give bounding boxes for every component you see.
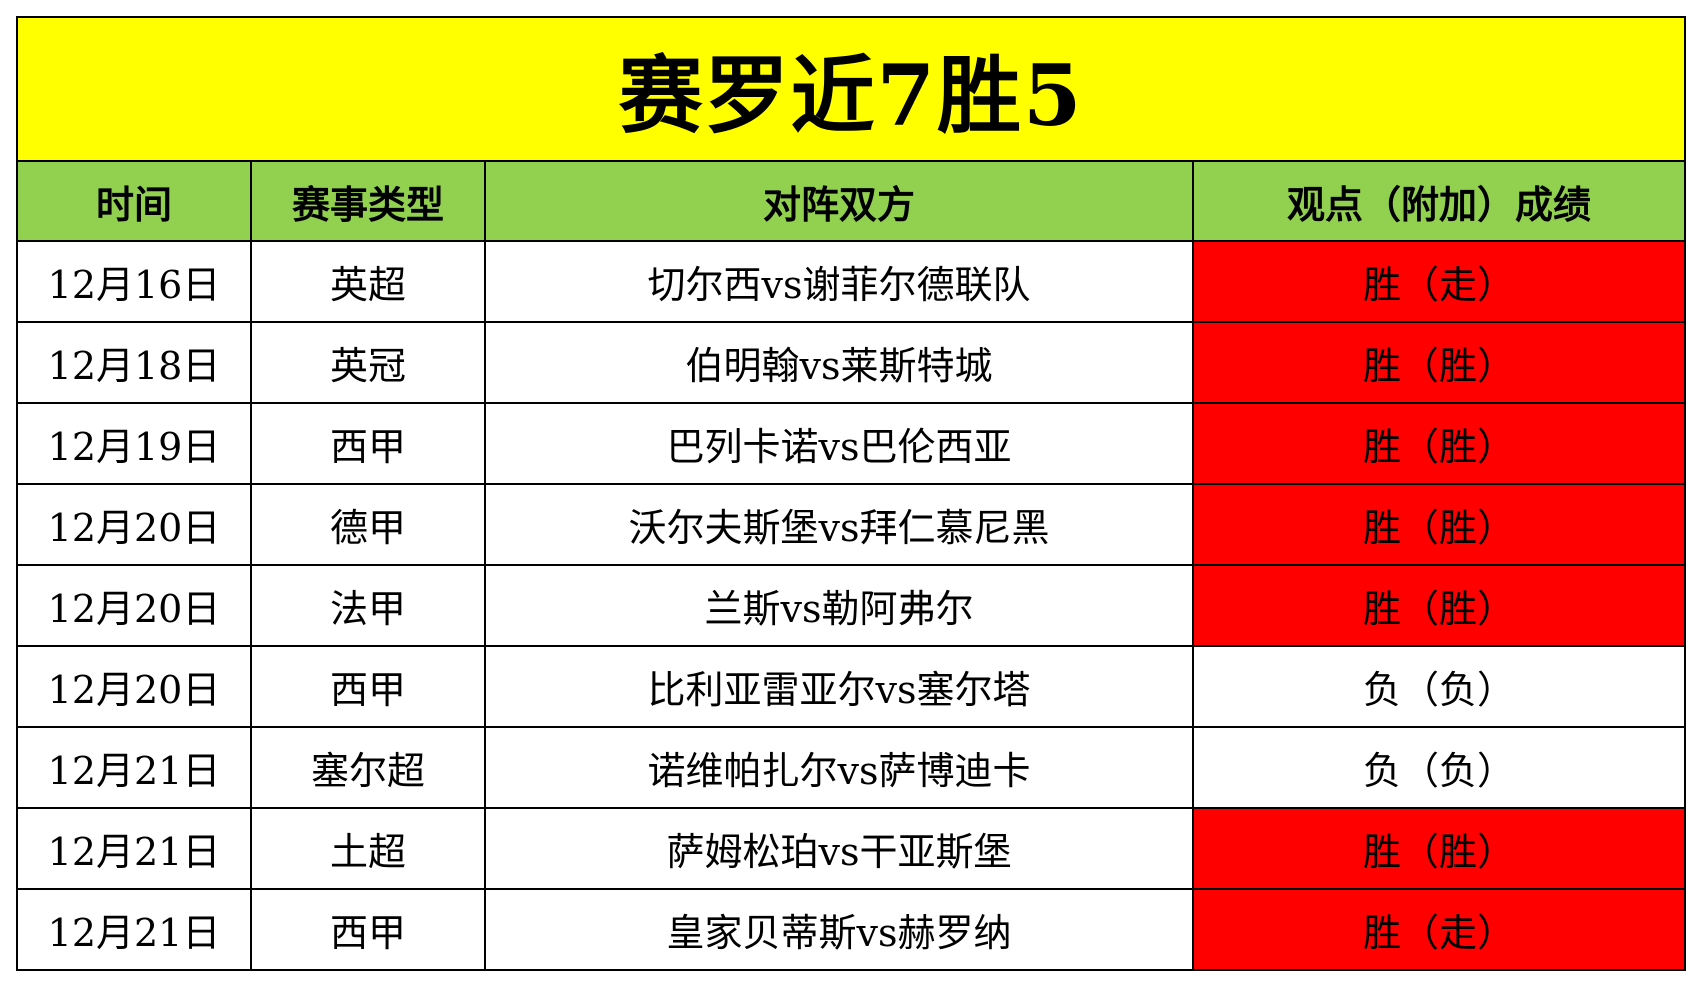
cell-time: 12月19日 (16, 402, 252, 485)
cell-event-type: 土超 (250, 807, 486, 890)
table-row: 12月20日 法甲 兰斯vs勒阿弗尔 胜（胜） (16, 564, 1687, 647)
cell-matchup: 巴列卡诺vs巴伦西亚 (484, 402, 1194, 485)
cell-event-type: 英冠 (250, 321, 486, 404)
cell-matchup: 伯明翰vs莱斯特城 (484, 321, 1194, 404)
cell-matchup: 诺维帕扎尔vs萨博迪卡 (484, 726, 1194, 809)
cell-time: 12月16日 (16, 240, 252, 323)
cell-time: 12月21日 (16, 888, 252, 971)
cell-matchup: 沃尔夫斯堡vs拜仁慕尼黑 (484, 483, 1194, 566)
cell-time: 12月21日 (16, 807, 252, 890)
table-row: 12月20日 西甲 比利亚雷亚尔vs塞尔塔 负（负） (16, 645, 1687, 728)
cell-time: 12月21日 (16, 726, 252, 809)
results-table: 赛罗近7胜5 时间 赛事类型 对阵双方 观点（附加）成绩 12月16日 英超 切… (15, 16, 1687, 971)
cell-event-type: 德甲 (250, 483, 486, 566)
cell-time: 12月20日 (16, 483, 252, 566)
cell-matchup: 皇家贝蒂斯vs赫罗纳 (484, 888, 1194, 971)
cell-event-type: 塞尔超 (250, 726, 486, 809)
cell-matchup: 兰斯vs勒阿弗尔 (484, 564, 1194, 647)
cell-result: 胜（胜） (1191, 483, 1687, 566)
header-time: 时间 (16, 160, 252, 242)
cell-result: 胜（胜） (1191, 807, 1687, 890)
table-row: 12月19日 西甲 巴列卡诺vs巴伦西亚 胜（胜） (16, 402, 1687, 485)
header-event-type: 赛事类型 (250, 160, 486, 242)
cell-matchup: 萨姆松珀vs干亚斯堡 (484, 807, 1194, 890)
cell-result: 胜（走） (1191, 240, 1687, 323)
header-result: 观点（附加）成绩 (1191, 160, 1687, 242)
table-row: 12月21日 土超 萨姆松珀vs干亚斯堡 胜（胜） (16, 807, 1687, 890)
cell-event-type: 法甲 (250, 564, 486, 647)
cell-result: 负（负） (1191, 726, 1687, 809)
cell-result: 胜（胜） (1191, 402, 1687, 485)
cell-time: 12月20日 (16, 564, 252, 647)
cell-result: 负（负） (1191, 645, 1687, 728)
table-row: 12月18日 英冠 伯明翰vs莱斯特城 胜（胜） (16, 321, 1687, 404)
cell-result: 胜（胜） (1191, 321, 1687, 404)
cell-event-type: 西甲 (250, 888, 486, 971)
table-row: 12月16日 英超 切尔西vs谢菲尔德联队 胜（走） (16, 240, 1687, 323)
table-title: 赛罗近7胜5 (15, 16, 1687, 162)
cell-event-type: 西甲 (250, 402, 486, 485)
cell-result: 胜（走） (1191, 888, 1687, 971)
cell-time: 12月20日 (16, 645, 252, 728)
cell-time: 12月18日 (16, 321, 252, 404)
cell-event-type: 西甲 (250, 645, 486, 728)
table-row: 12月20日 德甲 沃尔夫斯堡vs拜仁慕尼黑 胜（胜） (16, 483, 1687, 566)
table-row: 12月21日 塞尔超 诺维帕扎尔vs萨博迪卡 负（负） (16, 726, 1687, 809)
cell-result: 胜（胜） (1191, 564, 1687, 647)
cell-event-type: 英超 (250, 240, 486, 323)
table-row: 12月21日 西甲 皇家贝蒂斯vs赫罗纳 胜（走） (16, 888, 1687, 971)
cell-matchup: 切尔西vs谢菲尔德联队 (484, 240, 1194, 323)
header-row: 时间 赛事类型 对阵双方 观点（附加）成绩 (16, 160, 1687, 242)
header-matchup: 对阵双方 (484, 160, 1194, 242)
cell-matchup: 比利亚雷亚尔vs塞尔塔 (484, 645, 1194, 728)
